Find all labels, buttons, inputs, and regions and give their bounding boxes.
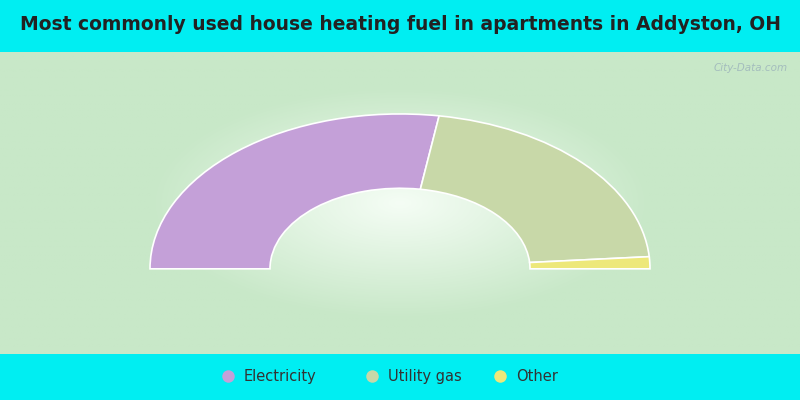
Text: Electricity: Electricity (244, 368, 317, 384)
Wedge shape (150, 114, 439, 269)
Wedge shape (530, 257, 650, 269)
Wedge shape (420, 116, 650, 262)
Text: Other: Other (516, 368, 558, 384)
Text: City-Data.com: City-Data.com (714, 63, 787, 73)
Text: Utility gas: Utility gas (388, 368, 462, 384)
Text: Most commonly used house heating fuel in apartments in Addyston, OH: Most commonly used house heating fuel in… (19, 16, 781, 34)
